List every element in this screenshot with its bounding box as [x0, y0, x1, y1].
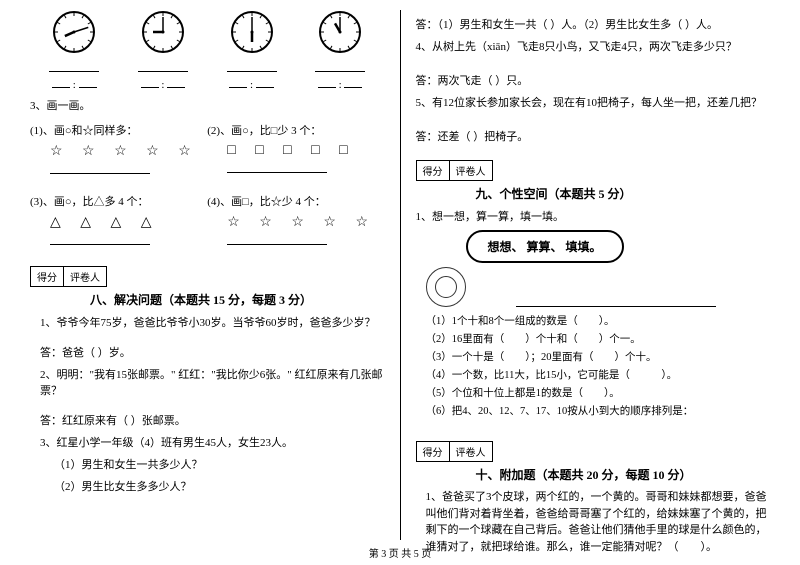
- q8-1-ans: 答：爸爸（ ）岁。: [40, 344, 385, 360]
- blank: [315, 62, 365, 72]
- q3-sub4: (4)、画□，比☆少 4 个： ☆ ☆ ☆ ☆ ☆: [207, 190, 384, 251]
- answer-blank: [50, 233, 150, 245]
- fill-5: （5）个位和十位上都是1的数是（ ）。: [426, 385, 771, 400]
- score-label: 得分: [417, 161, 450, 180]
- score-box-9: 得分 评卷人: [416, 160, 493, 181]
- grader-label: 评卷人: [64, 267, 106, 286]
- q8-3-ans: 答：（1）男生和女生一共（ ）人。（2）男生比女生多（ ）人。: [416, 16, 771, 32]
- q8-3: 3、红星小学一年级（4）班有男生45人，女生23人。: [40, 434, 385, 450]
- score-label: 得分: [417, 442, 450, 461]
- q10-1: 1、爸爸买了3个皮球，两个红的，一个黄的。哥哥和妹妹都想要，爸爸叫他们背对着背坐…: [426, 489, 771, 555]
- q8-3b: （2）男生比女生多多少人？: [54, 478, 385, 494]
- grader-label: 评卷人: [450, 442, 492, 461]
- fill-list: （1）1个十和8个一组成的数是（ ）。 （2）16里面有（ ）个十和（ ）个一。…: [426, 313, 771, 418]
- left-column: : : : : 3、画一画。 (1)、画○和☆同样多： ☆ ☆ ☆ ☆ ☆ (2…: [20, 10, 395, 540]
- q3-title: 3、画一画。: [30, 97, 385, 113]
- q3-sub1: (1)、画○和☆同样多： ☆ ☆ ☆ ☆ ☆: [30, 119, 207, 180]
- cartoon-icon: [426, 267, 466, 307]
- clock-1: [52, 10, 96, 57]
- thought-bubble-group: 想想、 算算、 填填。: [416, 230, 771, 307]
- q3-sub1-label: (1)、画○和☆同样多：: [30, 122, 207, 138]
- q3-sub3-label: (3)、画○，比△多 4 个：: [30, 193, 207, 209]
- column-divider: [400, 10, 401, 540]
- clock-blanks-row2: : : : :: [30, 78, 385, 91]
- speech-bubble: 想想、 算算、 填填。: [466, 230, 624, 263]
- score-box-10: 得分 评卷人: [416, 441, 493, 462]
- q3-sub2-label: (2)、画○，比□少 3 个：: [207, 122, 384, 138]
- q8-4: 4、从树上先（xiān）飞走8只小鸟，又飞走4只，两次飞走多少只？: [416, 38, 771, 54]
- fill-6: （6）把4、20、12、7、17、10按从小到大的顺序排列是：: [426, 403, 771, 418]
- blank: [227, 62, 277, 72]
- score-box-8: 得分 评卷人: [30, 266, 107, 287]
- clock-4: [318, 10, 362, 57]
- q8-2: 2、明明："我有15张邮票。" 红红："我比你少6张。" 红红原来有几张邮票？: [40, 366, 385, 398]
- score-label: 得分: [31, 267, 64, 286]
- q8-4-ans: 答：两次飞走（ ）只。: [416, 72, 771, 88]
- q3-sub1-shapes: ☆ ☆ ☆ ☆ ☆: [50, 143, 207, 160]
- time-blank: :: [318, 78, 363, 91]
- grader-label: 评卷人: [450, 161, 492, 180]
- q3-sub2: (2)、画○，比□少 3 个： □ □ □ □ □: [207, 119, 384, 180]
- q8-1: 1、爷爷今年75岁，爸爸比爷爷小30岁。当爷爷60岁时，爸爸多少岁？: [40, 314, 385, 330]
- answer-blank: [50, 162, 150, 174]
- section-10-title: 十、附加题（本题共 20 分，每题 10 分）: [476, 466, 771, 483]
- answer-blank: [227, 233, 327, 245]
- fill-2: （2）16里面有（ ）个十和（ ）个一。: [426, 331, 771, 346]
- q8-2-ans: 答：红红原来有（ ）张邮票。: [40, 412, 385, 428]
- q8-3a: （1）男生和女生一共多少人？: [54, 456, 385, 472]
- q8-5-ans: 答：还差（ ）把椅子。: [416, 128, 771, 144]
- section-9-title: 九、个性空间（本题共 5 分）: [476, 185, 771, 202]
- right-column: 答：（1）男生和女生一共（ ）人。（2）男生比女生多（ ）人。 4、从树上先（x…: [406, 10, 781, 540]
- time-blank: :: [229, 78, 274, 91]
- q3-sub4-label: (4)、画□，比☆少 4 个：: [207, 193, 384, 209]
- answer-blank: [227, 161, 327, 173]
- clock-3: [230, 10, 274, 57]
- page-container: : : : : 3、画一画。 (1)、画○和☆同样多： ☆ ☆ ☆ ☆ ☆ (2…: [0, 0, 800, 540]
- section-8-title: 八、解决问题（本题共 15 分，每题 3 分）: [90, 291, 385, 308]
- bubble-underline: [516, 306, 716, 307]
- q8-5: 5、有12位家长参加家长会，现在有10把椅子，每人坐一把，还差几把？: [416, 94, 771, 110]
- q3-grid: (1)、画○和☆同样多： ☆ ☆ ☆ ☆ ☆ (2)、画○，比□少 3 个： □…: [30, 119, 385, 251]
- clock-row: [30, 10, 385, 57]
- q3-sub3: (3)、画○，比△多 4 个： △ △ △ △: [30, 190, 207, 251]
- fill-3: （3）一个十是（ ）；20里面有（ ）个十。: [426, 349, 771, 364]
- blank: [138, 62, 188, 72]
- q3-sub3-shapes: △ △ △ △: [50, 214, 207, 231]
- q3-sub2-shapes: □ □ □ □ □: [227, 143, 384, 159]
- blank: [49, 62, 99, 72]
- clock-blanks-row1: [30, 62, 385, 72]
- time-blank: :: [141, 78, 186, 91]
- q9-1: 1、想一想，算一算，填一填。: [416, 208, 771, 224]
- clock-2: [141, 10, 185, 57]
- fill-4: （4）一个数，比11大，比15小，它可能是（ ）。: [426, 367, 771, 382]
- time-blank: :: [52, 78, 97, 91]
- q3-sub4-shapes: ☆ ☆ ☆ ☆ ☆: [227, 214, 384, 231]
- fill-1: （1）1个十和8个一组成的数是（ ）。: [426, 313, 771, 328]
